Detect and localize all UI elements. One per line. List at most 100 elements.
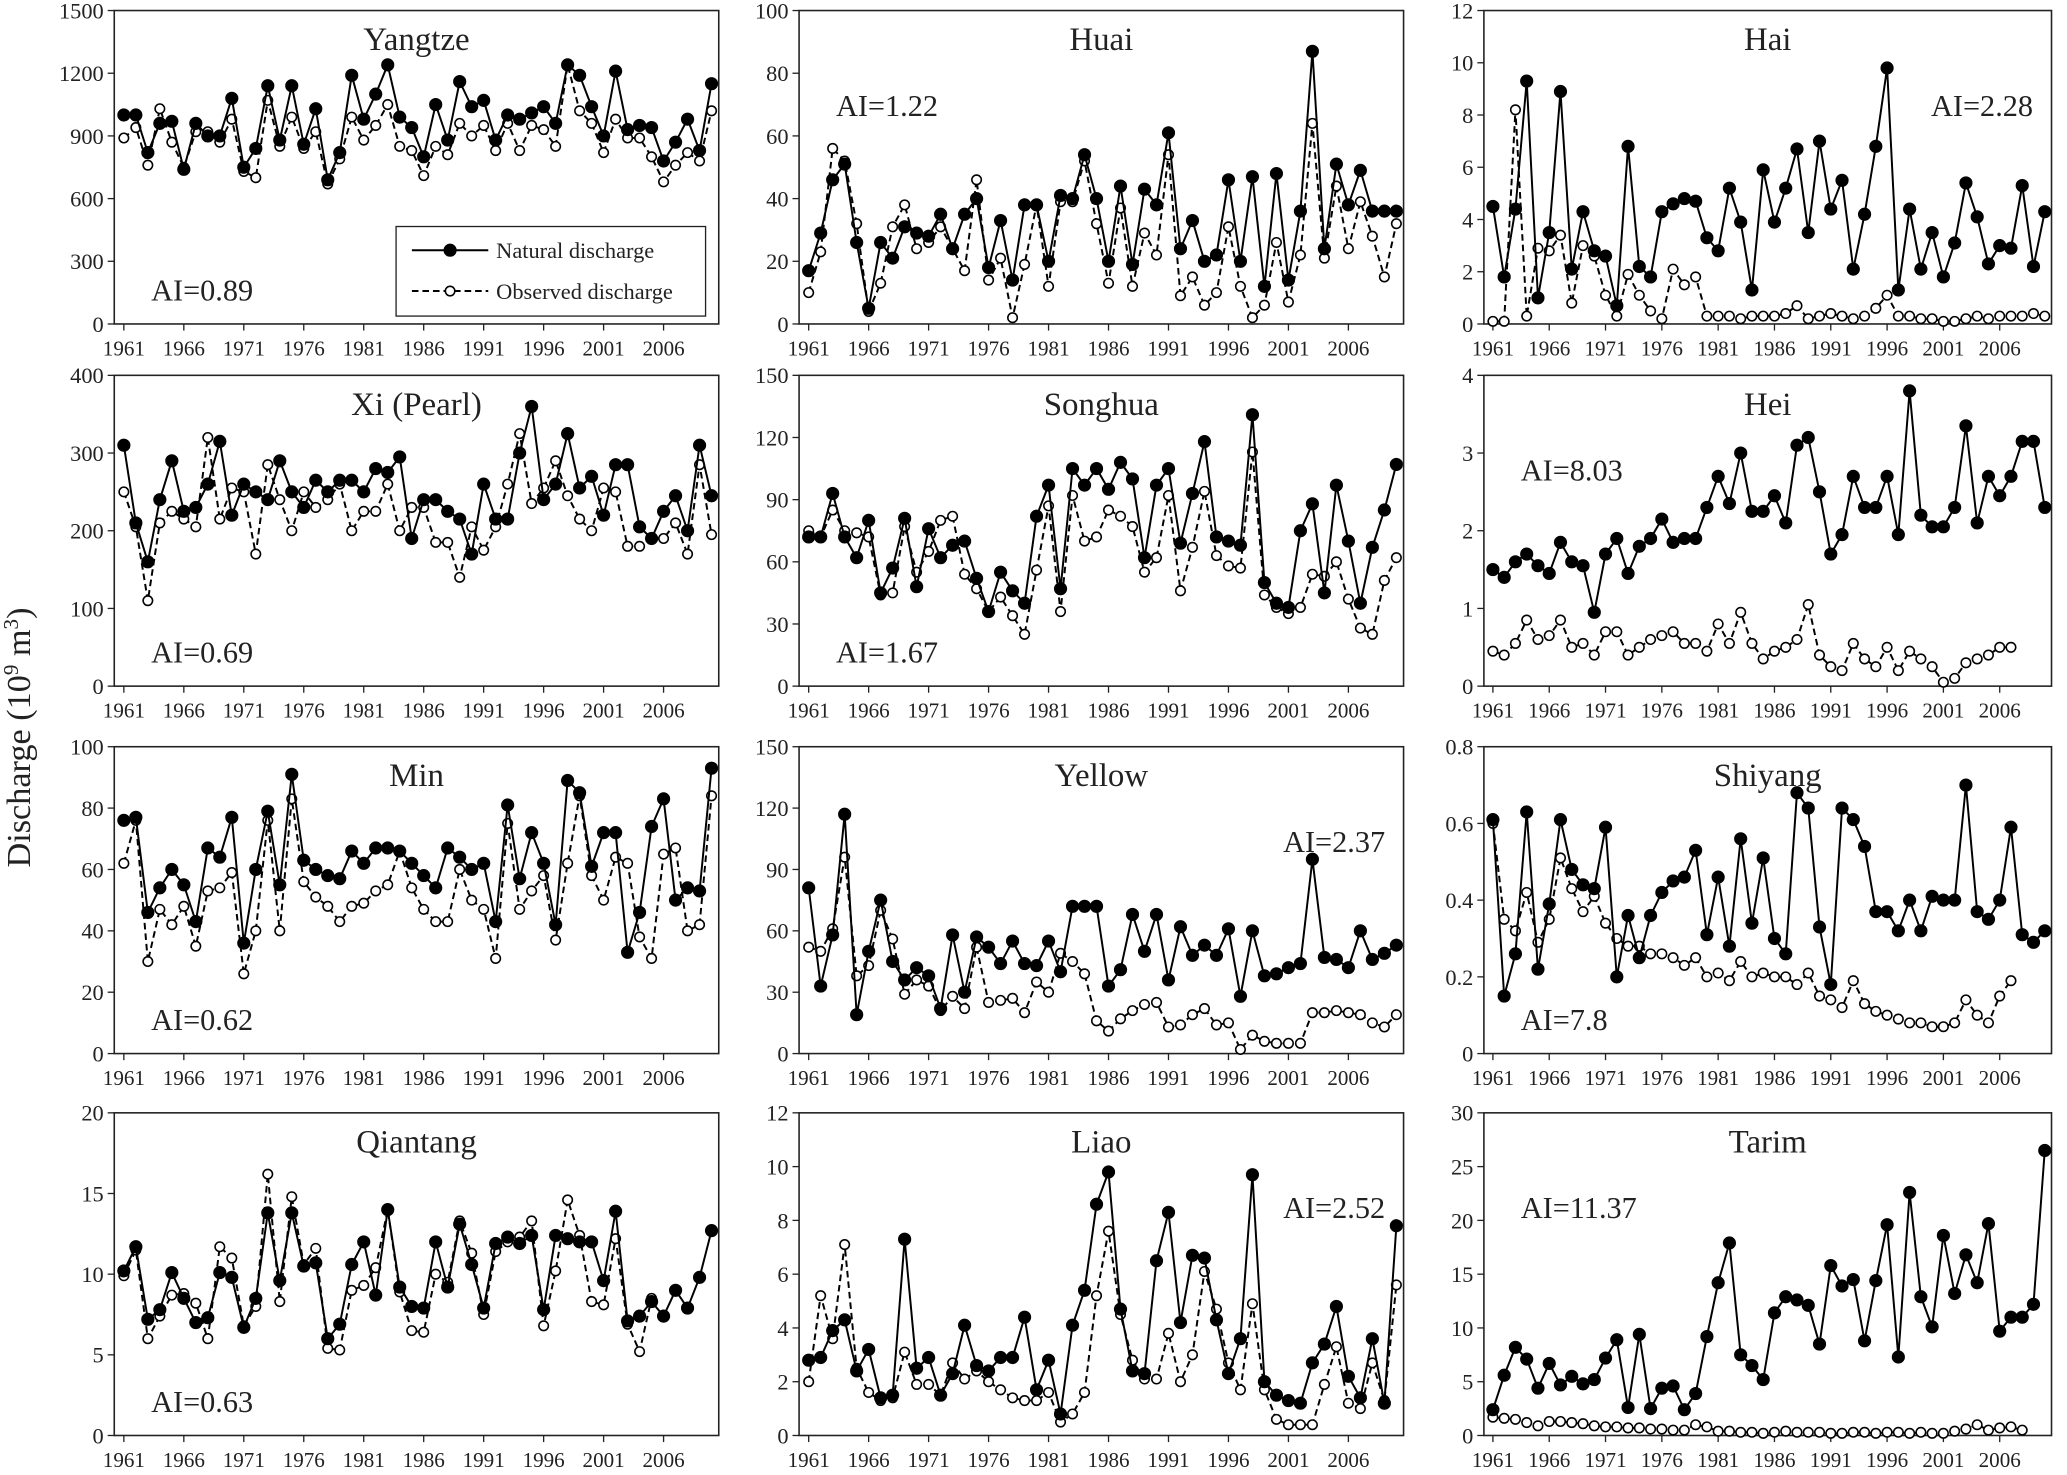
data-point bbox=[142, 1333, 154, 1345]
data-point bbox=[1102, 277, 1115, 289]
data-point bbox=[1554, 852, 1567, 864]
data-point bbox=[1497, 989, 1511, 1003]
data-point bbox=[297, 853, 311, 867]
data-point bbox=[1801, 801, 1815, 815]
data-point bbox=[1813, 649, 1826, 661]
x-tick-label: 1966 bbox=[1528, 1066, 1570, 1090]
data-point bbox=[1365, 1332, 1379, 1346]
data-point bbox=[1667, 263, 1679, 275]
data-point bbox=[393, 1280, 407, 1294]
data-point bbox=[814, 1350, 828, 1365]
data-point bbox=[598, 482, 610, 494]
data-point bbox=[814, 979, 828, 993]
data-point bbox=[1812, 1337, 1827, 1351]
data-point bbox=[417, 493, 431, 507]
data-point bbox=[1173, 1315, 1188, 1330]
data-point bbox=[1174, 1019, 1187, 1031]
data-point bbox=[1306, 1419, 1318, 1431]
data-point bbox=[598, 147, 610, 159]
series-line bbox=[1491, 1150, 2046, 1412]
data-point bbox=[1880, 905, 1894, 919]
data-point bbox=[644, 531, 659, 546]
data-point bbox=[237, 477, 251, 491]
data-point bbox=[190, 1297, 202, 1309]
data-point bbox=[1982, 1424, 1994, 1436]
data-point bbox=[178, 900, 190, 912]
data-point bbox=[2004, 820, 2018, 834]
data-point bbox=[862, 513, 876, 527]
data-point bbox=[1903, 893, 1917, 907]
data-point bbox=[1970, 1276, 1984, 1290]
data-point bbox=[501, 512, 515, 526]
data-point bbox=[1611, 626, 1623, 638]
data-point bbox=[1221, 173, 1236, 187]
data-point bbox=[1880, 1218, 1894, 1232]
data-point bbox=[562, 490, 574, 502]
data-point bbox=[704, 489, 719, 503]
data-point bbox=[1746, 310, 1758, 322]
data-point bbox=[1632, 1327, 1646, 1341]
data-point bbox=[1701, 1421, 1713, 1433]
x-tick-label: 1971 bbox=[908, 1448, 950, 1472]
data-point bbox=[1125, 472, 1140, 486]
data-point bbox=[1079, 968, 1091, 980]
x-tick-label: 1966 bbox=[163, 1448, 205, 1472]
y-tick-label: 12 bbox=[766, 1101, 788, 1126]
data-point bbox=[886, 251, 900, 265]
data-point bbox=[1029, 1383, 1044, 1397]
data-point bbox=[1904, 1427, 1916, 1439]
data-point bbox=[357, 1235, 371, 1249]
data-point bbox=[309, 862, 323, 877]
data-point bbox=[585, 100, 599, 114]
data-point bbox=[117, 813, 131, 827]
data-point bbox=[597, 508, 611, 522]
data-point bbox=[1881, 289, 1893, 301]
data-point bbox=[634, 540, 646, 552]
data-point bbox=[346, 900, 358, 912]
data-point bbox=[141, 905, 155, 920]
data-point bbox=[1258, 589, 1270, 601]
data-point bbox=[429, 1235, 443, 1249]
annotation: AI=11.37 bbox=[1521, 1191, 1637, 1225]
data-point bbox=[1723, 310, 1735, 322]
data-point bbox=[1378, 574, 1390, 586]
data-point bbox=[478, 119, 490, 131]
data-point bbox=[668, 135, 683, 149]
data-point bbox=[1632, 259, 1646, 274]
series-line bbox=[122, 406, 713, 563]
data-point bbox=[585, 1235, 599, 1249]
data-point bbox=[1150, 1373, 1163, 1385]
data-point bbox=[1587, 1372, 1601, 1387]
data-point bbox=[478, 544, 490, 556]
data-point bbox=[1914, 508, 1928, 522]
data-point bbox=[1767, 931, 1782, 946]
x-tick-label: 1961 bbox=[1472, 1448, 1514, 1472]
data-point bbox=[489, 915, 503, 929]
data-point bbox=[166, 505, 178, 517]
data-point bbox=[1576, 1377, 1590, 1391]
data-point bbox=[692, 143, 707, 158]
y-tick-label: 0 bbox=[777, 312, 788, 337]
data-point bbox=[513, 446, 527, 460]
data-point bbox=[202, 885, 214, 897]
x-tick-label: 1986 bbox=[1087, 699, 1129, 723]
data-point bbox=[1270, 1037, 1282, 1049]
x-tick-label: 1991 bbox=[1810, 337, 1852, 361]
y-tick-label: 40 bbox=[766, 187, 788, 212]
x-tick-label: 1976 bbox=[283, 337, 325, 361]
data-point bbox=[1577, 637, 1589, 649]
data-point bbox=[1949, 1017, 1961, 1029]
data-point bbox=[1859, 1426, 1871, 1438]
x-tick-label: 1996 bbox=[1866, 1066, 1908, 1090]
series-line bbox=[808, 857, 1398, 1052]
data-point bbox=[1881, 641, 1893, 653]
data-point bbox=[1566, 641, 1578, 653]
data-point bbox=[405, 531, 419, 546]
data-point bbox=[1577, 240, 1589, 252]
data-point bbox=[1779, 947, 1793, 961]
legend-box bbox=[395, 225, 707, 317]
data-point bbox=[334, 916, 346, 928]
data-point bbox=[1936, 893, 1950, 907]
data-point bbox=[838, 530, 852, 544]
data-point bbox=[202, 1333, 214, 1345]
